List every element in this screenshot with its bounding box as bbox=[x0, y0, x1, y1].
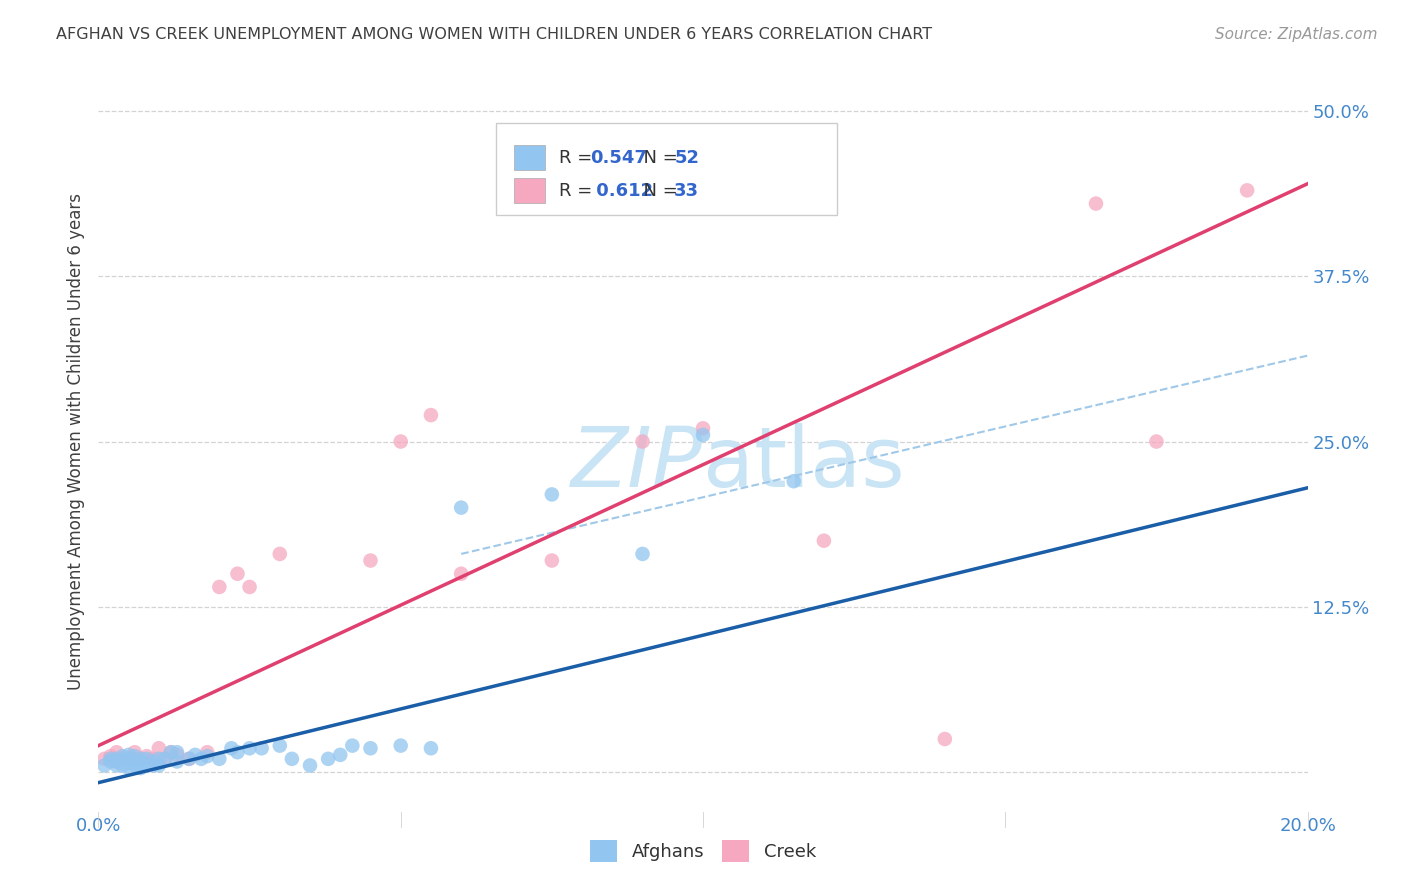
Text: R =: R = bbox=[560, 182, 598, 200]
Point bbox=[105, 745, 128, 759]
Point bbox=[124, 752, 146, 766]
Point bbox=[118, 752, 141, 766]
Point bbox=[226, 745, 249, 759]
Point bbox=[153, 752, 176, 766]
Point bbox=[124, 745, 146, 759]
Point bbox=[540, 553, 562, 567]
Point bbox=[389, 434, 412, 449]
Point bbox=[135, 749, 157, 764]
Text: 52: 52 bbox=[675, 149, 699, 167]
Point bbox=[450, 500, 472, 515]
Point bbox=[105, 752, 128, 766]
Point bbox=[195, 749, 218, 764]
Point bbox=[142, 752, 165, 766]
Point bbox=[450, 566, 472, 581]
Point bbox=[160, 745, 183, 759]
Point bbox=[93, 752, 115, 766]
Point bbox=[111, 758, 134, 772]
Point bbox=[934, 731, 956, 746]
Point bbox=[208, 752, 231, 766]
Text: R =: R = bbox=[560, 149, 598, 167]
Point bbox=[166, 745, 188, 759]
Point bbox=[813, 533, 835, 548]
Point bbox=[111, 752, 134, 766]
Point bbox=[124, 755, 146, 769]
Point bbox=[179, 752, 201, 766]
Point bbox=[111, 755, 134, 769]
Text: 0.547: 0.547 bbox=[591, 149, 647, 167]
Point bbox=[179, 752, 201, 766]
Point bbox=[226, 566, 249, 581]
Point bbox=[129, 752, 152, 766]
Text: atlas: atlas bbox=[703, 423, 904, 504]
Point bbox=[190, 752, 212, 766]
Point bbox=[166, 747, 188, 762]
Text: 33: 33 bbox=[675, 182, 699, 200]
Point bbox=[269, 547, 291, 561]
Point bbox=[316, 752, 339, 766]
Point bbox=[269, 739, 291, 753]
Text: Source: ZipAtlas.com: Source: ZipAtlas.com bbox=[1215, 27, 1378, 42]
Point bbox=[118, 761, 141, 775]
Text: ZIP: ZIP bbox=[571, 423, 703, 504]
Point bbox=[239, 741, 262, 756]
Point bbox=[299, 758, 322, 772]
Point bbox=[420, 408, 443, 422]
Point bbox=[118, 752, 141, 766]
Point bbox=[153, 752, 176, 766]
Y-axis label: Unemployment Among Women with Children Under 6 years: Unemployment Among Women with Children U… bbox=[66, 193, 84, 690]
Point bbox=[142, 758, 165, 772]
Point bbox=[631, 434, 654, 449]
Point bbox=[135, 752, 157, 766]
Text: AFGHAN VS CREEK UNEMPLOYMENT AMONG WOMEN WITH CHILDREN UNDER 6 YEARS CORRELATION: AFGHAN VS CREEK UNEMPLOYMENT AMONG WOMEN… bbox=[56, 27, 932, 42]
Point bbox=[105, 758, 128, 772]
Point bbox=[329, 747, 352, 762]
Text: N =: N = bbox=[633, 182, 683, 200]
Point bbox=[783, 474, 806, 488]
Point bbox=[1236, 183, 1258, 197]
Point bbox=[250, 741, 273, 756]
Point bbox=[389, 739, 412, 753]
Point bbox=[342, 739, 364, 753]
Point bbox=[148, 758, 170, 772]
Point bbox=[221, 741, 243, 756]
Text: N =: N = bbox=[633, 149, 683, 167]
Point bbox=[195, 745, 218, 759]
Point bbox=[118, 747, 141, 762]
Point bbox=[239, 580, 262, 594]
Legend: Afghans, Creek: Afghans, Creek bbox=[582, 833, 824, 870]
Point bbox=[360, 553, 382, 567]
Point bbox=[129, 752, 152, 766]
Point bbox=[105, 755, 128, 769]
Point bbox=[111, 749, 134, 764]
Point bbox=[160, 745, 183, 759]
Point bbox=[184, 747, 207, 762]
Point bbox=[93, 758, 115, 772]
Point bbox=[129, 756, 152, 770]
Point bbox=[100, 755, 122, 769]
Point bbox=[1144, 434, 1167, 449]
Point bbox=[166, 755, 188, 769]
Text: 0.612: 0.612 bbox=[591, 182, 652, 200]
Point bbox=[1085, 196, 1108, 211]
Point bbox=[100, 749, 122, 764]
Point bbox=[420, 741, 443, 756]
Point bbox=[360, 741, 382, 756]
Point bbox=[281, 752, 304, 766]
Point bbox=[100, 752, 122, 766]
Point bbox=[540, 487, 562, 501]
Point bbox=[142, 755, 165, 769]
Point bbox=[105, 755, 128, 769]
Point bbox=[129, 761, 152, 775]
Point bbox=[135, 758, 157, 772]
Point bbox=[692, 428, 714, 442]
Point bbox=[124, 749, 146, 764]
Point bbox=[692, 421, 714, 435]
Point bbox=[118, 756, 141, 770]
Point bbox=[208, 580, 231, 594]
Point bbox=[124, 758, 146, 772]
Point bbox=[631, 547, 654, 561]
Point bbox=[148, 741, 170, 756]
Point bbox=[148, 752, 170, 766]
